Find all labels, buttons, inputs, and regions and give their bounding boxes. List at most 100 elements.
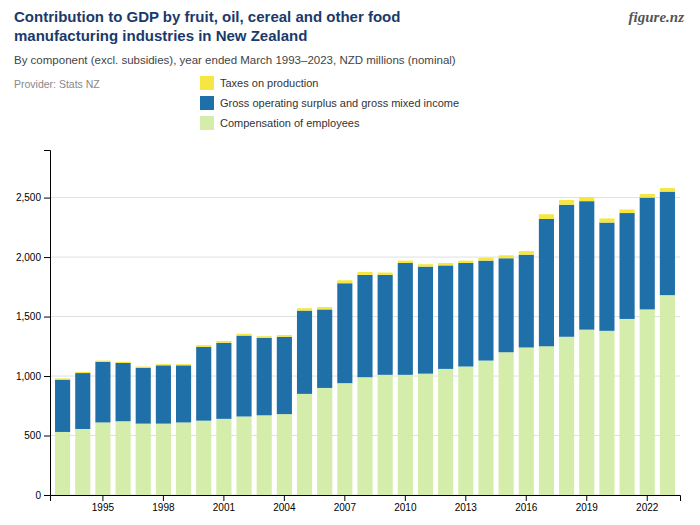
bar [136,424,151,495]
bar [599,223,614,331]
tick-mark [647,495,648,501]
bar [458,367,473,495]
bar [236,336,251,417]
legend-item: Compensation of employees [200,116,360,130]
bar [519,347,534,495]
tick: 1,500 [16,311,50,322]
tick-mark [44,198,50,199]
bar [55,432,70,495]
tick-label: 500 [24,430,41,441]
bar [216,343,231,419]
bar [378,273,393,275]
bar [418,374,433,495]
bar [236,416,251,495]
series [55,188,675,380]
bar [640,194,655,198]
tick-label: 1998 [152,502,175,513]
tick-mark [44,317,50,318]
tick: 2004 [273,495,296,513]
title: manufacturing industries in New Zealand [14,27,307,44]
tick-mark [102,495,103,501]
tick-mark [44,495,50,496]
legend-swatch [200,116,214,130]
bar [579,197,594,201]
bar [519,251,534,255]
bar [95,422,110,495]
bar [418,267,433,374]
bar [75,372,90,373]
tick: 2,500 [16,192,50,203]
bar [357,272,372,275]
tick: 2,000 [16,252,50,263]
bar [579,201,594,329]
bar [317,309,332,388]
bar [257,415,272,495]
bar [458,261,473,263]
tick-label: 2019 [576,502,599,513]
bar [236,334,251,336]
bar [75,373,90,429]
tick-label: 1,500 [16,311,41,322]
tick-label: 2004 [273,502,296,513]
tick: 2016 [515,495,538,513]
tick-mark [44,376,50,377]
bar [257,338,272,415]
bar [176,365,191,422]
bar [55,380,70,432]
tick: 2019 [576,495,599,513]
bar [297,308,312,310]
tick: 2022 [636,495,659,513]
bar [156,424,171,495]
tick-label: 2013 [455,502,478,513]
bar [559,205,574,337]
bar [357,377,372,495]
bar [640,198,655,310]
tick: 2007 [334,495,357,513]
bar [95,362,110,423]
tick-label: 2010 [394,502,417,513]
bar [216,341,231,343]
bar [418,264,433,266]
tick-mark [223,495,224,501]
bar [620,209,635,213]
bar [337,280,352,283]
tick: 1998 [152,495,175,513]
tick: 2001 [213,495,236,513]
bar [55,378,70,379]
bar [398,261,413,263]
bar [116,363,131,421]
legend-swatch [200,96,214,110]
bar [478,258,493,261]
bar [277,335,292,337]
tick-mark [465,495,466,501]
bar [478,261,493,361]
bar [136,367,151,368]
bar [438,369,453,495]
bar [196,421,211,495]
bar [357,275,372,377]
bar [297,394,312,495]
legend-label: Taxes on production [220,77,318,89]
bar [458,263,473,367]
bar [317,388,332,495]
tick-mark [526,495,527,501]
legend-label: Gross operating surplus and gross mixed … [220,97,459,109]
bar [216,419,231,495]
bar [579,330,594,495]
legend-item: Gross operating surplus and gross mixed … [200,96,459,110]
tick: 1,000 [16,371,50,382]
tick-label: 2001 [213,502,236,513]
bar [398,263,413,375]
title: Contribution to GDP by fruit, oil, cerea… [14,8,400,25]
bar [95,361,110,362]
bar [539,346,554,495]
tick-mark [284,495,285,501]
tick-label: 2022 [636,502,659,513]
bar [499,352,514,495]
tick-label: 1995 [92,502,115,513]
series [55,192,675,432]
bar [337,383,352,495]
bar [519,255,534,348]
tick-mark [405,495,406,501]
bar [378,275,393,375]
